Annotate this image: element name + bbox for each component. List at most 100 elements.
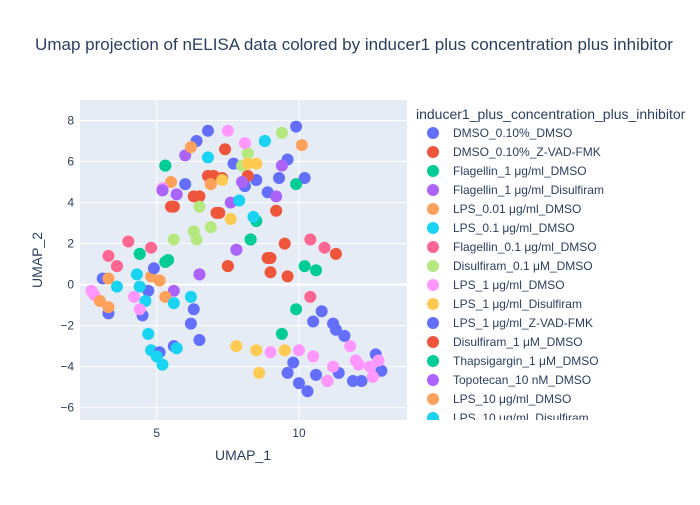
data-point[interactable] xyxy=(292,344,305,357)
legend-item[interactable]: LPS_1 μg/ml_Z-VAD-FMK xyxy=(427,316,593,330)
data-point[interactable] xyxy=(130,268,143,281)
data-point[interactable] xyxy=(275,159,288,172)
data-point[interactable] xyxy=(238,137,251,150)
data-point[interactable] xyxy=(372,354,385,367)
data-point[interactable] xyxy=(193,268,206,281)
data-point[interactable] xyxy=(247,210,260,223)
data-point[interactable] xyxy=(184,290,197,303)
data-point[interactable] xyxy=(244,233,257,246)
legend-item[interactable]: Flagellin_0.1 μg/ml_DMSO xyxy=(427,240,597,254)
data-point[interactable] xyxy=(159,290,172,303)
legend-item[interactable]: LPS_1 μg/ml_Disulfiram xyxy=(427,297,582,311)
data-point[interactable] xyxy=(278,344,291,357)
data-point[interactable] xyxy=(142,327,155,340)
data-point[interactable] xyxy=(261,251,274,264)
data-point[interactable] xyxy=(318,241,331,254)
data-point[interactable] xyxy=(102,301,115,314)
data-point[interactable] xyxy=(102,249,115,262)
legend-item[interactable]: LPS_0.1 μg/ml_DMSO xyxy=(427,221,575,235)
data-point[interactable] xyxy=(250,344,263,357)
legend-item[interactable]: LPS_10 μg/ml_DMSO xyxy=(427,392,571,406)
data-point[interactable] xyxy=(133,303,146,316)
data-point[interactable] xyxy=(298,171,311,184)
data-point[interactable] xyxy=(364,360,377,373)
data-point[interactable] xyxy=(250,157,263,170)
data-point[interactable] xyxy=(273,171,286,184)
data-point[interactable] xyxy=(275,126,288,139)
data-point[interactable] xyxy=(346,375,359,388)
data-point[interactable] xyxy=(190,233,203,246)
data-point[interactable] xyxy=(179,178,192,191)
data-point[interactable] xyxy=(287,356,300,369)
legend-item[interactable]: Flagellin_1 μg/ml_DMSO xyxy=(427,164,587,178)
data-point[interactable] xyxy=(204,178,217,191)
data-point[interactable] xyxy=(219,143,232,156)
data-point[interactable] xyxy=(184,317,197,330)
legend-item[interactable]: Thapsigargin_1 μM_DMSO xyxy=(427,354,599,368)
data-point[interactable] xyxy=(264,346,277,359)
data-point[interactable] xyxy=(278,237,291,250)
data-point[interactable] xyxy=(145,241,158,254)
data-point[interactable] xyxy=(153,274,166,287)
data-point[interactable] xyxy=(216,174,229,186)
data-point[interactable] xyxy=(375,364,388,377)
data-point[interactable] xyxy=(156,184,169,197)
data-point[interactable] xyxy=(352,358,365,371)
data-point[interactable] xyxy=(310,264,323,277)
data-point[interactable] xyxy=(128,290,141,303)
data-point[interactable] xyxy=(167,297,180,310)
data-point[interactable] xyxy=(327,360,340,373)
data-point[interactable] xyxy=(159,159,172,172)
data-point[interactable] xyxy=(210,206,223,219)
data-point[interactable] xyxy=(275,327,288,340)
data-point[interactable] xyxy=(264,266,277,279)
data-point[interactable] xyxy=(258,135,271,148)
data-point[interactable] xyxy=(221,260,234,273)
data-point[interactable] xyxy=(150,350,163,363)
data-point[interactable] xyxy=(290,178,303,191)
data-point[interactable] xyxy=(102,272,115,285)
data-point[interactable] xyxy=(233,194,246,207)
data-point[interactable] xyxy=(187,303,200,316)
legend-item[interactable]: LPS_10 μg/ml_Disulfiram xyxy=(427,411,589,425)
data-point[interactable] xyxy=(201,124,214,137)
data-point[interactable] xyxy=(241,147,254,160)
legend-item[interactable]: LPS_1 μg/ml_DMSO xyxy=(427,278,565,292)
data-point[interactable] xyxy=(204,221,217,234)
data-point[interactable] xyxy=(304,233,317,246)
data-point[interactable] xyxy=(93,295,106,308)
data-point[interactable] xyxy=(366,370,379,383)
data-point[interactable] xyxy=(164,176,177,189)
data-point[interactable] xyxy=(193,334,206,346)
data-point[interactable] xyxy=(201,151,214,164)
legend-item[interactable]: DMSO_0.10%_DMSO xyxy=(427,126,572,140)
data-point[interactable] xyxy=(270,190,283,203)
data-point[interactable] xyxy=(230,340,243,353)
data-point[interactable] xyxy=(170,188,183,201)
data-point[interactable] xyxy=(184,141,197,154)
legend-item[interactable]: Flagellin_1 μg/ml_Disulfiram xyxy=(427,183,604,197)
data-point[interactable] xyxy=(122,235,135,248)
data-point[interactable] xyxy=(133,247,146,260)
data-point[interactable] xyxy=(241,157,254,170)
data-point[interactable] xyxy=(167,284,180,297)
data-point[interactable] xyxy=(110,280,123,293)
data-point[interactable] xyxy=(298,260,311,273)
data-point[interactable] xyxy=(338,329,351,342)
data-point[interactable] xyxy=(167,233,180,246)
data-point[interactable] xyxy=(110,260,123,273)
data-point[interactable] xyxy=(281,366,294,379)
data-point[interactable] xyxy=(170,342,183,355)
data-point[interactable] xyxy=(230,243,243,256)
data-point[interactable] xyxy=(147,262,160,275)
data-point[interactable] xyxy=(329,247,342,260)
data-point[interactable] xyxy=(281,270,294,283)
data-point[interactable] xyxy=(221,124,234,137)
data-point[interactable] xyxy=(310,368,323,381)
data-point[interactable] xyxy=(355,375,368,388)
data-point[interactable] xyxy=(344,340,357,353)
legend-item[interactable]: LPS_0.01 μg/ml_DMSO xyxy=(427,202,581,216)
data-point[interactable] xyxy=(193,200,206,213)
data-point[interactable] xyxy=(295,139,308,152)
data-point[interactable] xyxy=(162,254,175,266)
